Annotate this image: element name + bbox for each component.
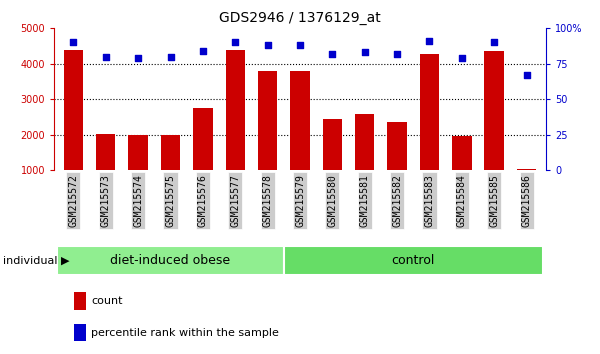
Bar (258, 71, 277, 170)
Text: percentile rank within the sample: percentile rank within the sample (91, 328, 279, 338)
Bar (96, 134, 116, 170)
Point (425, 38, 434, 44)
FancyBboxPatch shape (284, 246, 543, 275)
Bar (128, 135, 148, 170)
Bar (388, 122, 407, 170)
Point (295, 42, 305, 48)
Text: GSM215580: GSM215580 (328, 174, 337, 227)
Bar (420, 54, 439, 170)
Text: GSM215578: GSM215578 (263, 174, 272, 227)
Bar (64, 50, 83, 170)
Point (457, 55, 467, 61)
Point (101, 54, 110, 59)
Text: GSM215579: GSM215579 (295, 174, 305, 227)
FancyBboxPatch shape (57, 246, 284, 275)
Point (522, 72, 532, 78)
Text: GSM215575: GSM215575 (166, 174, 176, 227)
Point (166, 54, 175, 59)
Bar (452, 136, 472, 170)
Text: GSM215572: GSM215572 (68, 174, 79, 227)
Bar (290, 71, 310, 170)
Bar (74, 324, 86, 341)
Bar (517, 169, 536, 170)
Text: GDS2946 / 1376129_at: GDS2946 / 1376129_at (219, 11, 381, 25)
Point (198, 48, 208, 54)
Point (68, 40, 78, 45)
Text: individual ▶: individual ▶ (3, 255, 70, 265)
Text: GSM215577: GSM215577 (230, 174, 240, 227)
Text: GSM215584: GSM215584 (457, 174, 467, 227)
Text: GSM215581: GSM215581 (360, 174, 370, 227)
Bar (74, 292, 86, 310)
Text: diet-induced obese: diet-induced obese (110, 254, 230, 267)
Bar (323, 119, 342, 170)
Text: GSM215583: GSM215583 (424, 174, 434, 227)
Text: GSM215576: GSM215576 (198, 174, 208, 227)
Point (328, 51, 337, 57)
Bar (485, 51, 504, 170)
Text: GSM215582: GSM215582 (392, 174, 402, 227)
Bar (161, 135, 180, 170)
Point (360, 50, 370, 55)
Text: GSM215573: GSM215573 (101, 174, 111, 227)
Text: GSM215574: GSM215574 (133, 174, 143, 227)
Text: GSM215585: GSM215585 (489, 174, 499, 227)
Point (490, 40, 499, 45)
Text: control: control (392, 254, 435, 267)
Point (263, 42, 272, 48)
Bar (193, 108, 212, 170)
Text: count: count (91, 296, 122, 306)
Point (392, 51, 402, 57)
Point (230, 40, 240, 45)
Bar (355, 114, 374, 170)
Bar (226, 50, 245, 170)
Point (133, 55, 143, 61)
Text: GSM215586: GSM215586 (521, 174, 532, 227)
